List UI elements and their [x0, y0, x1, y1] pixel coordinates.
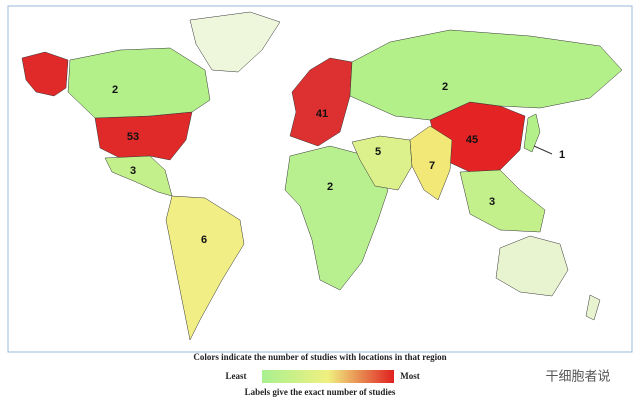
leader-line: [533, 145, 553, 155]
region-label: 7: [429, 160, 435, 172]
region: [349, 29, 623, 121]
region: [351, 135, 413, 191]
region: [284, 145, 389, 291]
alaska: [21, 51, 69, 97]
region: [104, 155, 173, 197]
legend-low: Least: [226, 371, 247, 381]
region: [409, 125, 453, 201]
region-label: 3: [489, 196, 495, 208]
region-label: 53: [127, 131, 139, 143]
region-label: 2: [442, 81, 448, 93]
legend-gradient: [262, 370, 394, 383]
region-label: 5: [375, 146, 381, 158]
region: [165, 195, 245, 341]
greenland: [189, 11, 281, 73]
region: [67, 47, 211, 119]
region-label: 3: [130, 165, 136, 177]
legend-title: Colors indicate the number of studies wi…: [193, 352, 446, 362]
watermark: 干细胞者说: [545, 370, 610, 385]
region: [459, 169, 546, 233]
region: [289, 57, 353, 147]
region-label: 2: [327, 181, 333, 193]
new-zealand: [585, 294, 601, 321]
region-label: 41: [316, 108, 328, 120]
region-label: 1: [559, 149, 565, 161]
region-label: 2: [112, 84, 118, 96]
legend-high: Most: [400, 371, 420, 381]
australia: [495, 235, 569, 297]
region-label: 6: [201, 234, 207, 246]
legend-note: Labels give the exact number of studies: [245, 387, 396, 397]
region-label: 45: [466, 134, 478, 146]
regions: 53 41 45 2 2 2 3 5 7 3 6 1: [67, 29, 623, 341]
region: [523, 113, 541, 153]
